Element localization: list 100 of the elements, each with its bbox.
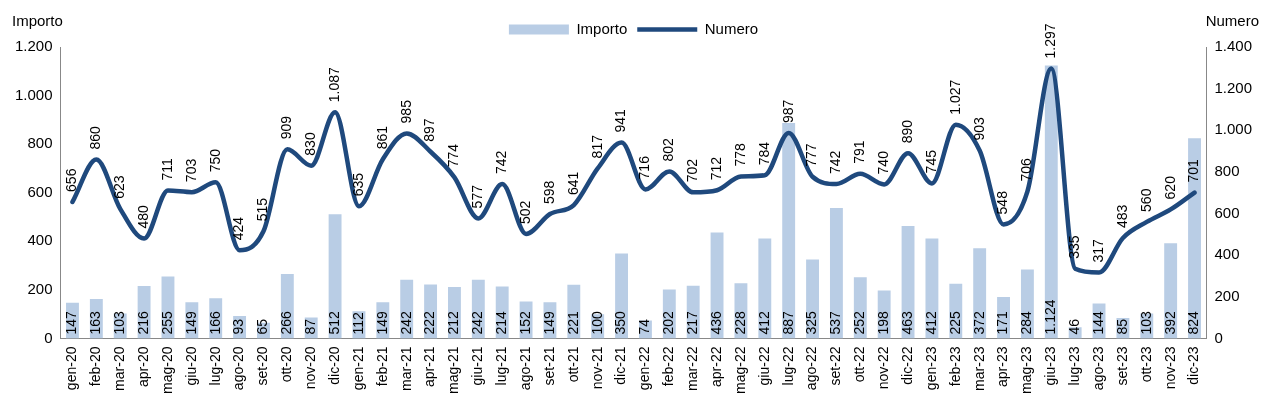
y-tick-label: 600 [27, 182, 53, 200]
data-label: 93 [230, 318, 247, 335]
data-label: 830 [302, 132, 319, 156]
x-tick-label: ago-21 [516, 346, 533, 391]
x-tick-label: feb-21 [373, 346, 390, 387]
data-label: 166 [206, 310, 223, 335]
data-label: 163 [87, 310, 104, 335]
data-label: 317 [1089, 238, 1106, 263]
x-tick-label: dic-23 [1185, 346, 1202, 385]
x-tick-label: giu-22 [755, 346, 772, 386]
x-tick-label: mar-21 [397, 346, 414, 391]
data-label: 712 [707, 156, 724, 181]
x-tick-label: mar-23 [970, 346, 987, 391]
data-label: 225 [946, 310, 963, 335]
x-tick-label: gen-23 [922, 346, 939, 391]
x-tick-label: dic-20 [325, 346, 342, 385]
x-tick-label: giu-21 [469, 346, 486, 386]
data-label: 656 [63, 168, 80, 192]
y2-tick-label: 1.200 [1214, 78, 1253, 96]
legend-label: Importo [576, 19, 628, 37]
data-label: 548 [994, 190, 1011, 215]
data-label: 392 [1161, 310, 1178, 335]
x-tick-label: nov-22 [875, 346, 892, 390]
data-label: 252 [851, 310, 868, 335]
data-label: 1.027 [946, 79, 963, 115]
data-label: 144 [1089, 310, 1106, 335]
y2-tick-label: 400 [1214, 245, 1240, 263]
x-tick-label: mag-20 [158, 346, 175, 394]
data-label: 216 [134, 310, 151, 335]
data-label: 463 [898, 310, 915, 335]
data-label: 941 [612, 109, 629, 133]
data-label: 703 [182, 158, 199, 183]
bar [973, 248, 987, 339]
data-label: 706 [1018, 157, 1035, 182]
y2-tick-label: 600 [1214, 203, 1240, 221]
x-tick-label: lug-20 [206, 346, 223, 386]
data-label: 266 [278, 310, 295, 335]
x-tick-label: gen-21 [349, 346, 366, 391]
x-tick-label: ott-23 [1137, 346, 1154, 383]
data-label: 802 [660, 137, 677, 162]
x-tick-label: nov-20 [302, 346, 319, 390]
data-label: 221 [564, 310, 581, 335]
data-label: 623 [111, 175, 128, 199]
data-label: 750 [206, 148, 223, 173]
y-tick-label: 400 [27, 231, 53, 249]
x-tick-label: feb-22 [660, 346, 677, 387]
data-label: 198 [875, 310, 892, 335]
data-label: 560 [1137, 188, 1154, 212]
legend-label: Numero [704, 19, 759, 37]
data-label: 817 [588, 134, 605, 159]
y2-tick-label: 1.400 [1214, 37, 1253, 55]
data-label: 335 [1066, 235, 1083, 259]
data-label: 620 [1161, 175, 1178, 200]
x-tick-label: lug-22 [779, 346, 796, 386]
data-label: 372 [970, 310, 987, 335]
data-label: 147 [63, 310, 80, 335]
data-label: 702 [684, 158, 701, 183]
y-tick-label: 200 [27, 280, 53, 298]
x-tick-label: lug-21 [493, 346, 510, 386]
data-label: 480 [134, 205, 151, 229]
data-label: 65 [254, 318, 271, 335]
bar [829, 208, 843, 339]
x-tick-label: mag-22 [731, 346, 748, 394]
y-tick-label: 800 [27, 134, 53, 152]
bar [758, 238, 772, 339]
data-label: 784 [755, 141, 772, 166]
y2-tick-label: 800 [1214, 162, 1240, 180]
data-label: 103 [1137, 310, 1154, 335]
x-tick-label: ott-20 [278, 346, 295, 383]
data-label: 214 [493, 310, 510, 335]
x-tick-label: lug-23 [1066, 346, 1083, 386]
data-label: 46 [1066, 318, 1083, 335]
data-label: 1.124 [1042, 299, 1059, 335]
data-label: 577 [469, 184, 486, 209]
data-label: 502 [516, 200, 533, 224]
x-tick-label: apr-20 [134, 346, 151, 387]
data-label: 987 [779, 99, 796, 123]
data-label: 745 [922, 149, 939, 174]
data-label: 284 [1018, 310, 1035, 335]
data-label: 1.087 [325, 66, 342, 103]
data-label: 860 [87, 125, 104, 150]
x-tick-label: apr-21 [421, 346, 438, 387]
data-label: 909 [278, 115, 295, 140]
y-tick-label: 1.000 [14, 85, 53, 103]
data-label: 242 [469, 310, 486, 335]
data-label: 350 [612, 310, 629, 335]
y-tick-label: 0 [44, 328, 53, 346]
data-label: 424 [230, 216, 247, 241]
bar [328, 214, 342, 339]
x-tick-label: dic-22 [898, 346, 915, 385]
data-label: 85 [1113, 318, 1130, 335]
data-label: 222 [421, 310, 438, 335]
x-tick-label: gen-22 [636, 346, 653, 391]
data-label: 887 [779, 310, 796, 335]
x-tick-label: set-23 [1113, 346, 1130, 386]
x-tick-label: dic-21 [612, 346, 629, 385]
data-label: 255 [158, 310, 175, 335]
data-label: 742 [493, 150, 510, 175]
data-label: 100 [588, 310, 605, 335]
data-label: 103 [111, 310, 128, 335]
